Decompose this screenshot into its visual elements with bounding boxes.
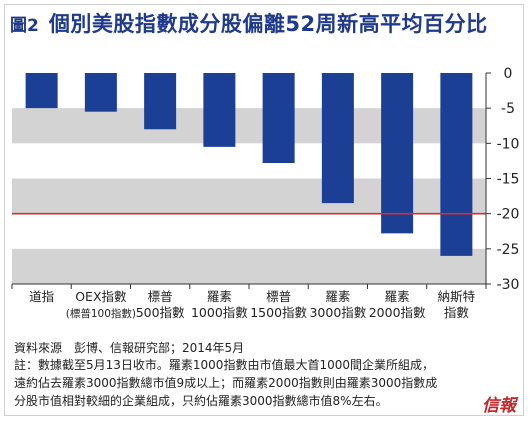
x-tick-label: 羅素 (325, 289, 350, 304)
bar (440, 73, 473, 256)
x-tick-label: 道指 (29, 289, 54, 304)
y-tick-label: -30 (497, 277, 520, 293)
footnote-line: 註：數據截至5月13日收市。羅素1000指數由市值最大首1000間企業所組成， (14, 358, 434, 372)
x-tick-label: 3000指數 (309, 305, 366, 320)
bar (84, 73, 117, 112)
bar (25, 73, 58, 109)
source-note: 資料來源 彭博、信報研究部；2014年5月 (14, 341, 245, 355)
chart-title: 個別美股指數成分股偏離52周新高平均百分比 (48, 12, 488, 36)
x-tick-label: 1000指數 (191, 305, 248, 320)
x-tick-label: 指數 (444, 305, 470, 320)
y-tick-label: -5 (501, 101, 515, 117)
y-tick-label: 0 (504, 66, 513, 82)
y-tick-label: -25 (497, 242, 520, 258)
x-tick-label: OEX指數 (75, 289, 127, 304)
grid-band (12, 248, 486, 284)
grid-band (12, 178, 486, 214)
x-tick-label: 1500指數 (250, 305, 307, 320)
grid-band (12, 108, 486, 144)
bar (262, 73, 295, 164)
x-tick-label: 羅素 (207, 289, 232, 304)
x-tick-label: 羅素 (385, 289, 410, 304)
x-tick-label: 500指數 (136, 305, 185, 320)
x-tick-label: 標普 (266, 289, 291, 304)
title-row: 圖2 個別美股指數成分股偏離52周新高平均百分比 (10, 6, 488, 40)
y-tick-label: -15 (497, 172, 520, 188)
bar (144, 73, 177, 130)
x-tick-label: 2000指數 (369, 305, 426, 320)
y-tick-label: -10 (497, 136, 520, 152)
figure-label: 圖2 (10, 15, 39, 36)
x-tick-label: 標普 (148, 289, 173, 304)
footnote-line: 遠約佔去羅素3000指數總市值9成以上；而羅素2000指數則由羅素3000指數成 (14, 376, 438, 390)
bar (381, 73, 414, 234)
bar (203, 73, 236, 147)
publisher-logo: 信報 (482, 396, 516, 416)
x-tick-label: (標普100指數) (66, 307, 136, 320)
footnote-line: 分股市值相對較細的企業組成，只約佔羅素3000指數總市值8%左右。 (14, 394, 388, 408)
bar (321, 73, 354, 204)
footnotes: 註：數據截至5月13日收市。羅素1000指數由市值最大首1000間企業所組成， … (14, 356, 484, 410)
y-tick-label: -20 (497, 207, 520, 223)
x-tick-label: 納斯特 (438, 289, 476, 304)
